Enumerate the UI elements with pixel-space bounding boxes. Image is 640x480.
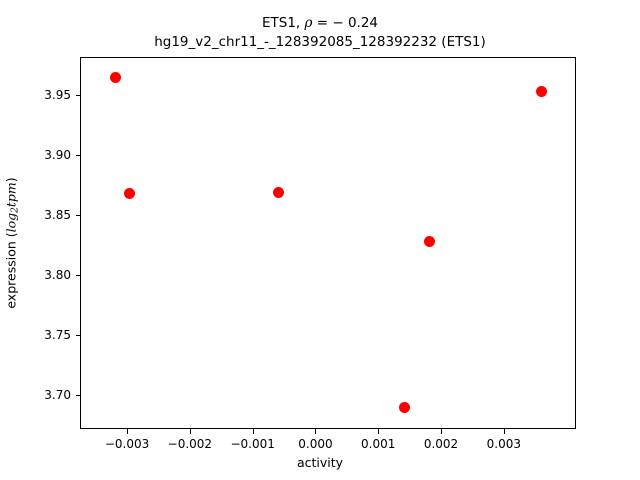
scatter-point	[124, 188, 136, 200]
y-tick-label: 3.85	[44, 207, 71, 222]
x-tick-label: −0.001	[230, 437, 275, 451]
y-axis-label-suffix: )	[3, 177, 19, 183]
x-tick-mark	[127, 429, 129, 434]
x-tick-mark	[252, 429, 254, 434]
y-tick-mark	[75, 334, 80, 336]
scatter-point	[535, 86, 547, 98]
rho-symbol: ρ	[304, 15, 313, 31]
scatter-point	[398, 402, 410, 414]
x-tick-label: −0.002	[167, 437, 213, 451]
x-tick-mark	[503, 429, 505, 434]
x-tick-mark	[315, 429, 317, 434]
y-tick-mark	[75, 94, 80, 96]
y-axis-label-wrapper: expression (log2tpm)	[0, 57, 24, 429]
chart-title-gene: ETS1,	[261, 15, 305, 31]
y-tick-label: 3.75	[44, 327, 71, 342]
plot-data-area	[81, 58, 575, 428]
x-axis-label: activity	[296, 455, 344, 470]
chart-title-line-1: ETS1, ρ = − 0.24	[0, 14, 640, 33]
y-tick-mark	[75, 214, 80, 216]
y-axis-label-math-base: log	[3, 212, 19, 233]
chart-subtitle-region: hg19_v2_chr11_-_128392085_128392232 (ETS…	[154, 34, 486, 50]
y-axis-label-prefix: expression (	[3, 232, 19, 309]
x-tick-label: 0.002	[423, 437, 459, 451]
x-tick-label: 0.001	[361, 437, 396, 451]
plot-axes-frame	[80, 57, 576, 429]
scatter-point	[423, 236, 435, 248]
x-tick-label: 0.000	[298, 437, 333, 451]
y-tick-label: 3.80	[44, 267, 71, 282]
y-tick-label: 3.90	[44, 147, 71, 162]
scatter-point	[110, 72, 122, 84]
chart-title-rho-value: = − 0.24	[312, 15, 379, 31]
scatter-point	[272, 187, 284, 199]
y-axis-label-math-unit: tpm	[3, 182, 19, 208]
y-axis-label: expression (log2tpm)	[4, 177, 21, 308]
y-axis-label-math-subscript: 2	[10, 207, 21, 213]
x-tick-label: −0.003	[104, 437, 150, 451]
y-tick-mark	[75, 394, 80, 396]
y-tick-label: 3.95	[44, 87, 71, 102]
x-tick-mark	[378, 429, 380, 434]
y-tick-mark	[75, 154, 80, 156]
chart-title-block: ETS1, ρ = − 0.24 hg19_v2_chr11_-_1283920…	[0, 14, 640, 52]
x-tick-mark	[441, 429, 442, 434]
y-tick-label: 3.70	[44, 387, 71, 402]
x-tick-mark	[189, 429, 191, 434]
x-tick-label: 0.003	[486, 437, 521, 451]
y-tick-mark	[75, 274, 80, 276]
